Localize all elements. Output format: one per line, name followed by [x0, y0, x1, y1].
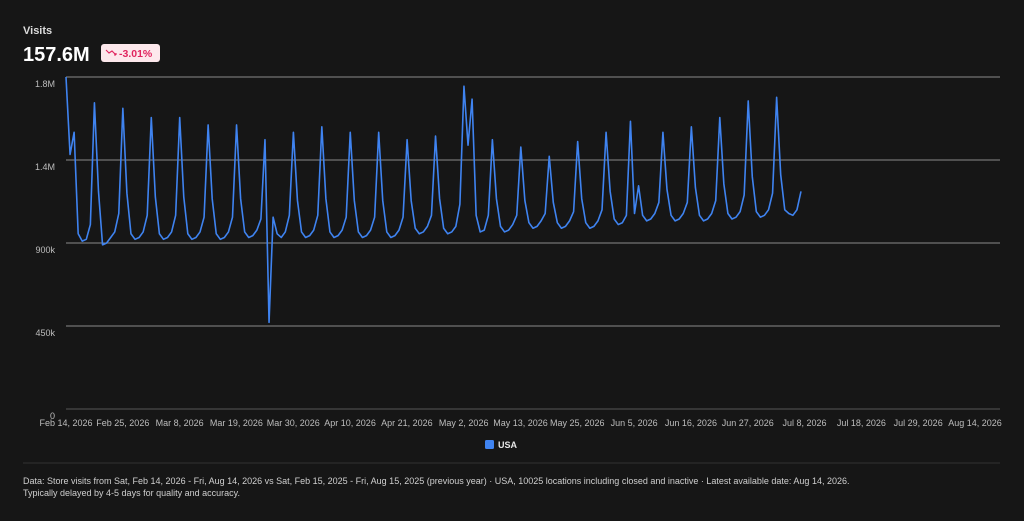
x-tick-label: Aug 14, 2026 [948, 418, 1002, 428]
x-tick-label: Jul 8, 2026 [783, 418, 827, 428]
x-tick-label: Feb 14, 2026 [39, 418, 92, 428]
x-tick-label: Mar 19, 2026 [210, 418, 263, 428]
x-tick-label: Apr 21, 2026 [381, 418, 433, 428]
x-tick-label: May 13, 2026 [493, 418, 548, 428]
change-badge [101, 44, 160, 62]
footer-note: Data: Store visits from Sat, Feb 14, 202… [23, 476, 849, 486]
y-tick-label: 450k [35, 328, 55, 338]
x-tick-label: Jun 27, 2026 [722, 418, 774, 428]
x-tick-label: Apr 10, 2026 [324, 418, 376, 428]
trend-down-icon [105, 49, 117, 56]
x-tick-label: Mar 30, 2026 [267, 418, 320, 428]
x-tick-label: Jul 29, 2026 [894, 418, 943, 428]
change-value: -3.01% [119, 48, 153, 60]
legend-label: USA [498, 440, 518, 450]
footer-note: Typically delayed by 4-5 days for qualit… [23, 488, 240, 498]
x-tick-label: Feb 25, 2026 [96, 418, 149, 428]
y-tick-label: 1.8M [35, 79, 55, 89]
metric-total: 157.6M [23, 44, 90, 66]
x-tick-label: May 2, 2026 [439, 418, 489, 428]
x-tick-label: Jun 5, 2026 [611, 418, 658, 428]
y-tick-label: 900k [35, 245, 55, 255]
x-tick-label: Mar 8, 2026 [156, 418, 204, 428]
x-tick-label: Jun 16, 2026 [665, 418, 717, 428]
metric-label: Visits [23, 25, 52, 37]
legend-swatch [485, 440, 494, 449]
x-tick-label: Jul 18, 2026 [837, 418, 886, 428]
x-tick-label: May 25, 2026 [550, 418, 605, 428]
y-tick-label: 1.4M [35, 162, 55, 172]
y-tick-label: 0 [50, 411, 55, 421]
data-line [65, 76, 802, 324]
